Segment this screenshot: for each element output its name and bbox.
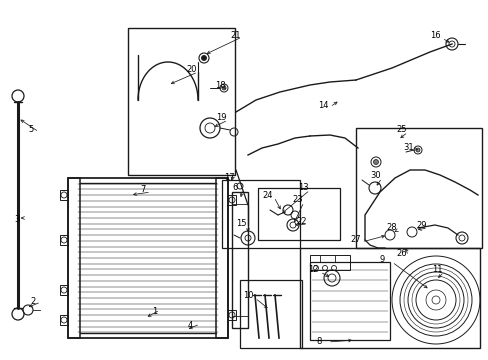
Circle shape	[373, 159, 378, 165]
Circle shape	[415, 148, 419, 152]
Text: 20: 20	[185, 66, 196, 75]
Bar	[258, 188, 339, 240]
Text: 30: 30	[369, 171, 380, 180]
Circle shape	[201, 55, 206, 60]
Bar	[309, 255, 349, 270]
Bar	[60, 315, 68, 325]
Text: 27: 27	[349, 235, 360, 244]
Text: 7: 7	[140, 185, 145, 194]
Text: 24: 24	[262, 190, 272, 199]
Bar	[222, 180, 299, 248]
Text: 2: 2	[30, 297, 35, 306]
Bar	[299, 248, 479, 348]
Text: 8: 8	[315, 338, 321, 346]
Text: 26: 26	[395, 249, 406, 258]
Text: 17: 17	[224, 174, 234, 183]
Text: 16: 16	[429, 31, 440, 40]
Text: 5: 5	[28, 126, 33, 135]
Bar	[68, 178, 80, 338]
Text: 11: 11	[431, 266, 442, 274]
Text: 12: 12	[307, 266, 318, 274]
Bar	[309, 262, 389, 340]
Bar	[60, 235, 68, 245]
Text: 23: 23	[291, 195, 302, 204]
Bar	[60, 190, 68, 200]
Text: 25: 25	[395, 126, 406, 135]
Bar	[355, 128, 481, 248]
Text: 29: 29	[415, 221, 426, 230]
Text: 9: 9	[379, 256, 385, 265]
Text: 28: 28	[385, 224, 396, 233]
Bar	[68, 178, 227, 338]
Text: 21: 21	[229, 31, 240, 40]
Text: 3: 3	[14, 216, 20, 225]
Bar	[216, 178, 227, 338]
Text: 15: 15	[236, 220, 246, 229]
Bar	[227, 310, 236, 320]
Bar	[231, 192, 247, 328]
Circle shape	[222, 86, 225, 90]
Text: 19: 19	[216, 113, 226, 122]
Text: 10: 10	[243, 292, 253, 301]
Bar	[227, 195, 236, 205]
Text: 31: 31	[402, 143, 413, 152]
Text: 22: 22	[295, 217, 306, 226]
Bar	[60, 285, 68, 295]
Text: 14: 14	[317, 100, 328, 109]
Text: 1: 1	[152, 307, 157, 316]
Bar	[128, 28, 235, 175]
Text: 6: 6	[231, 184, 237, 193]
Text: 13: 13	[297, 184, 308, 193]
Text: 4: 4	[187, 320, 193, 329]
Text: 18: 18	[215, 81, 225, 90]
Bar	[240, 280, 302, 348]
